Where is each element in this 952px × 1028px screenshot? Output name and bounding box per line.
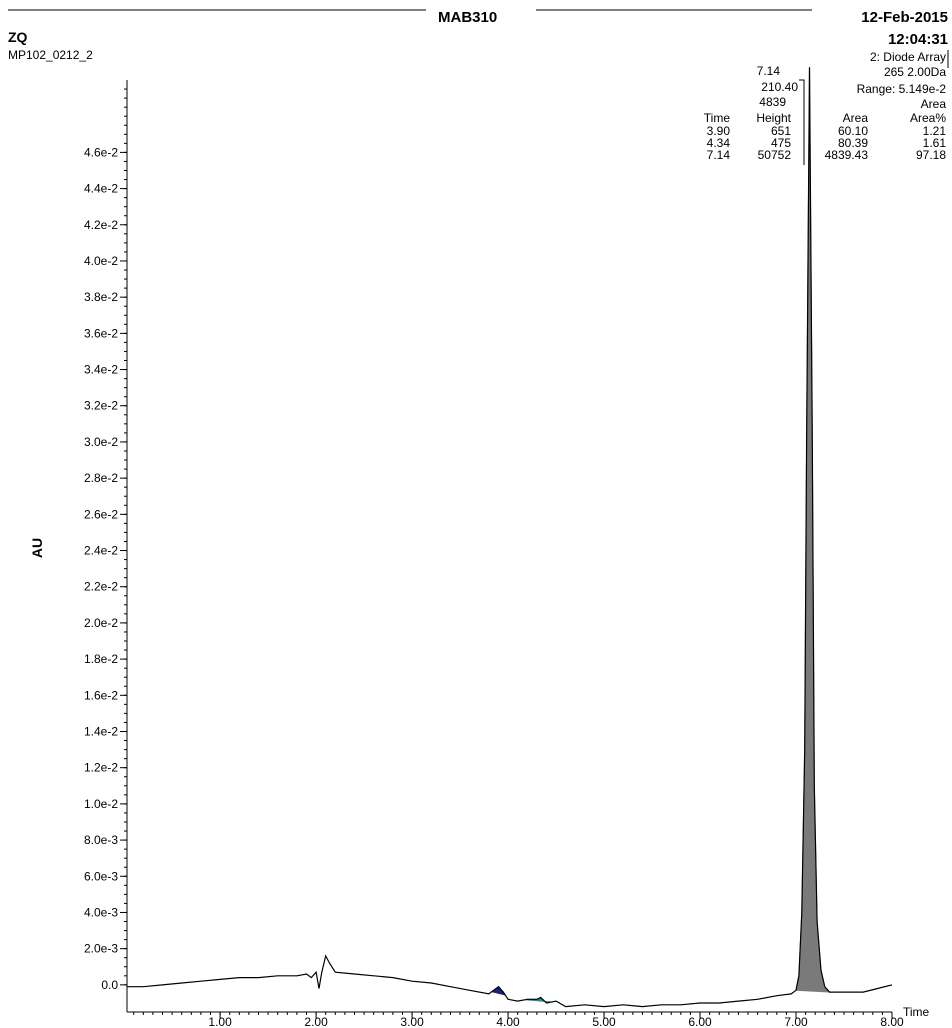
series-line-trace [127, 67, 893, 1008]
y-tick-label: 4.0e-2 [84, 254, 118, 268]
y-tick-label: 1.6e-2 [84, 688, 118, 702]
peak-table-header: Area% [910, 111, 946, 125]
y-tick-label: 2.0e-3 [84, 942, 118, 956]
peak-table-cell: 3.90 [707, 124, 731, 138]
y-tick-label: 3.0e-2 [84, 435, 118, 449]
peak-table-cell: 97.18 [916, 148, 946, 162]
y-tick-label: 3.6e-2 [84, 326, 118, 340]
x-tick-label: 4.00 [496, 1015, 520, 1028]
y-tick-label: 4.2e-2 [84, 218, 118, 232]
peak-table-header: Time [704, 111, 731, 125]
peak-table-header: Area [843, 111, 869, 125]
peak-table-cell: 475 [771, 136, 791, 150]
x-tick-label: 1.00 [208, 1015, 232, 1028]
y-tick-label: 2.6e-2 [84, 507, 118, 521]
y-tick-label: 2.0e-2 [84, 616, 118, 630]
y-tick-label: 8.0e-3 [84, 833, 118, 847]
y-tick-label: 3.2e-2 [84, 399, 118, 413]
y-tick-label: 1.4e-2 [84, 724, 118, 738]
peak-label-wavelength: 210.40 [761, 80, 798, 94]
wavelength-label: 265 2.00Da [884, 65, 946, 79]
y-tick-label: 1.0e-2 [84, 797, 118, 811]
peak-label-leader [799, 79, 805, 165]
x-tick-label: 8.00 [880, 1015, 904, 1028]
y-tick-label: 3.8e-2 [84, 290, 118, 304]
x-tick-label: 6.00 [688, 1015, 712, 1028]
y-axis-title: AU [29, 538, 45, 558]
x-tick-label: 3.00 [400, 1015, 424, 1028]
range-label: Range: 5.149e-2 [857, 82, 947, 96]
peak-table-cell: 4839.43 [825, 148, 869, 162]
peak-table-cell: 1.21 [923, 124, 947, 138]
y-tick-label: 2.4e-2 [84, 544, 118, 558]
y-tick-label: 4.0e-3 [84, 905, 118, 919]
chart-title: MAB310 [438, 9, 497, 26]
peak-table-area-header: Area [921, 97, 947, 111]
peak-table-cell: 50752 [758, 148, 792, 162]
header-date: 12-Feb-2015 [861, 9, 948, 26]
y-tick-label: 4.4e-2 [84, 182, 118, 196]
y-tick-label: 6.0e-3 [84, 869, 118, 883]
peak-table-cell: 80.39 [838, 136, 868, 150]
peak-table-cell: 1.61 [923, 136, 947, 150]
peak-table-cell: 60.10 [838, 124, 868, 138]
peak-label-time: 7.14 [757, 64, 781, 78]
sample-name: MP102_0212_2 [8, 48, 93, 62]
detector-label: 2: Diode Array [870, 50, 946, 64]
y-tick-label: 1.8e-2 [84, 652, 118, 666]
peak-table-header: Height [756, 111, 791, 125]
peak-table: Time Height Area Area% 3.90 651 60.10 1.21 4.34 4… [704, 111, 947, 162]
peak-table-cell: 7.14 [707, 148, 731, 162]
peak-table-cell: 651 [771, 124, 791, 138]
y-tick-label: 4.6e-2 [84, 145, 118, 159]
header-time: 12:04:31 [888, 31, 948, 48]
y-tick-label: 3.4e-2 [84, 363, 118, 377]
x-tick-label: 7.00 [784, 1015, 808, 1028]
peak-table-cell: 4.34 [707, 136, 731, 150]
instrument-label: ZQ [8, 29, 28, 45]
x-tick-label: 5.00 [592, 1015, 616, 1028]
y-tick-label: 0.0 [101, 978, 118, 992]
y-tick-label: 2.8e-2 [84, 471, 118, 485]
y-tick-label: 2.2e-2 [84, 580, 118, 594]
x-tick-label: 2.00 [304, 1015, 328, 1028]
x-axis-title: Time [903, 1005, 930, 1019]
y-tick-label: 1.2e-2 [84, 761, 118, 775]
peak-label-area: 4839 [759, 95, 786, 109]
